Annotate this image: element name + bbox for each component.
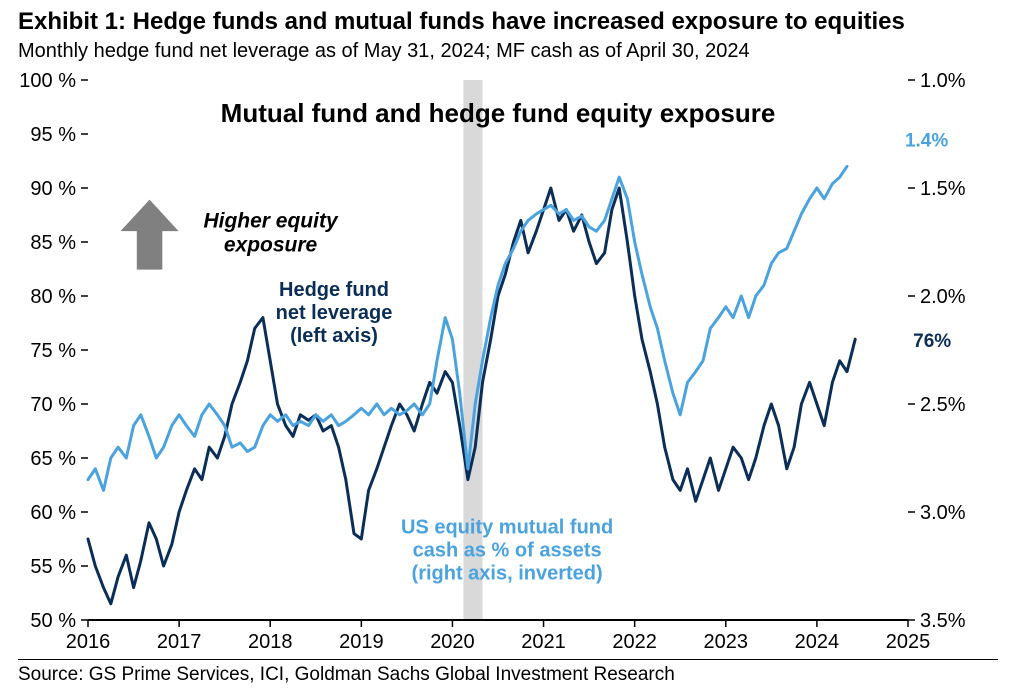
- exhibit-subtitle: Monthly hedge fund net leverage as of Ma…: [18, 40, 750, 63]
- chart-svg: 2016201720182019202020212022202320242025…: [88, 80, 908, 620]
- left-tick-label: 100 %: [19, 70, 76, 92]
- annotation-higher-exposure: exposure: [224, 234, 318, 257]
- right-tick-label: 2.5%: [920, 394, 966, 416]
- left-tick-label: 90 %: [30, 178, 76, 200]
- annotation-mf-cash-label: US equity mutual fund: [401, 517, 613, 539]
- exhibit-title: Exhibit 1: Hedge funds and mutual funds …: [18, 8, 905, 36]
- x-tick-label: 2017: [157, 631, 202, 653]
- end-label-hedge_fund_net_leverage: 76%: [913, 331, 951, 352]
- annotation-higher-exposure: Higher equity: [203, 210, 339, 233]
- right-tick-label: 3.5%: [920, 610, 966, 632]
- end-label-mf_cash_pct_assets_inverted: 1.4%: [905, 130, 948, 151]
- x-tick-label: 2021: [521, 631, 566, 653]
- x-tick-label: 2019: [339, 631, 384, 653]
- left-tick-label: 50 %: [30, 610, 76, 632]
- left-tick-label: 75 %: [30, 340, 76, 362]
- x-tick-label: 2022: [612, 631, 657, 653]
- x-tick-label: 2020: [430, 631, 475, 653]
- left-tick-label: 60 %: [30, 502, 76, 524]
- source-text: Source: GS Prime Services, ICI, Goldman …: [18, 664, 675, 686]
- annotation-hedge-fund-label: Hedge fund: [279, 279, 389, 301]
- x-tick-label: 2023: [704, 631, 749, 653]
- left-tick-label: 95 %: [30, 124, 76, 146]
- right-tick-label: 3.0%: [920, 502, 966, 524]
- figure-container: Exhibit 1: Hedge funds and mutual funds …: [0, 0, 1016, 692]
- annotation-hedge-fund-label: (left axis): [290, 325, 378, 347]
- chart-area: 2016201720182019202020212022202320242025…: [88, 80, 908, 620]
- footer-rule: [18, 659, 998, 660]
- left-tick-label: 55 %: [30, 556, 76, 578]
- left-tick-label: 70 %: [30, 394, 76, 416]
- annotation-hedge-fund-label: net leverage: [276, 302, 393, 324]
- left-tick-label: 80 %: [30, 286, 76, 308]
- annotation-mf-cash-label: (right axis, inverted): [412, 563, 603, 585]
- annotation-mf-cash-label: cash as % of assets: [413, 540, 602, 562]
- up-arrow-icon: [121, 200, 179, 270]
- chart-title: Mutual fund and hedge fund equity exposu…: [88, 98, 908, 129]
- right-tick-label: 1.5%: [920, 178, 966, 200]
- x-tick-label: 2025: [886, 631, 931, 653]
- right-tick-label: 1.0%: [920, 70, 966, 92]
- left-tick-label: 65 %: [30, 448, 76, 470]
- right-tick-label: 2.0%: [920, 286, 966, 308]
- x-tick-label: 2024: [795, 631, 840, 653]
- x-tick-label: 2018: [248, 631, 293, 653]
- x-tick-label: 2016: [66, 631, 111, 653]
- left-tick-label: 85 %: [30, 232, 76, 254]
